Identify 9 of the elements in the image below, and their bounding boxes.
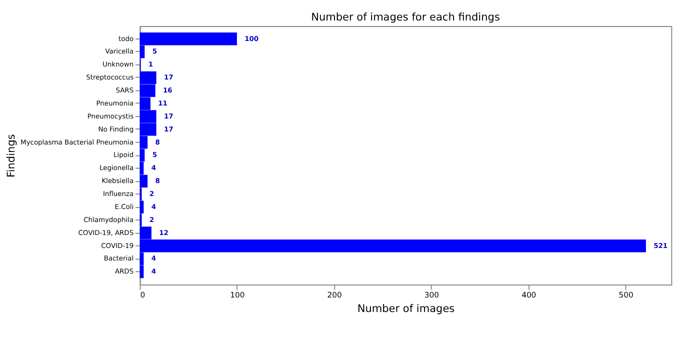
x-tick-label: 300	[424, 290, 440, 300]
y-axis-title: Findings	[6, 134, 18, 178]
x-tick-label: 0	[140, 290, 146, 300]
chart-title: Number of images for each findings	[311, 11, 500, 24]
x-tick-label: 100	[230, 290, 245, 300]
x-tick-label: 200	[327, 290, 342, 300]
x-tick-label: 400	[522, 290, 536, 300]
x-tick-label: 500	[618, 290, 634, 300]
x-axis-title: Number of images	[357, 302, 455, 315]
